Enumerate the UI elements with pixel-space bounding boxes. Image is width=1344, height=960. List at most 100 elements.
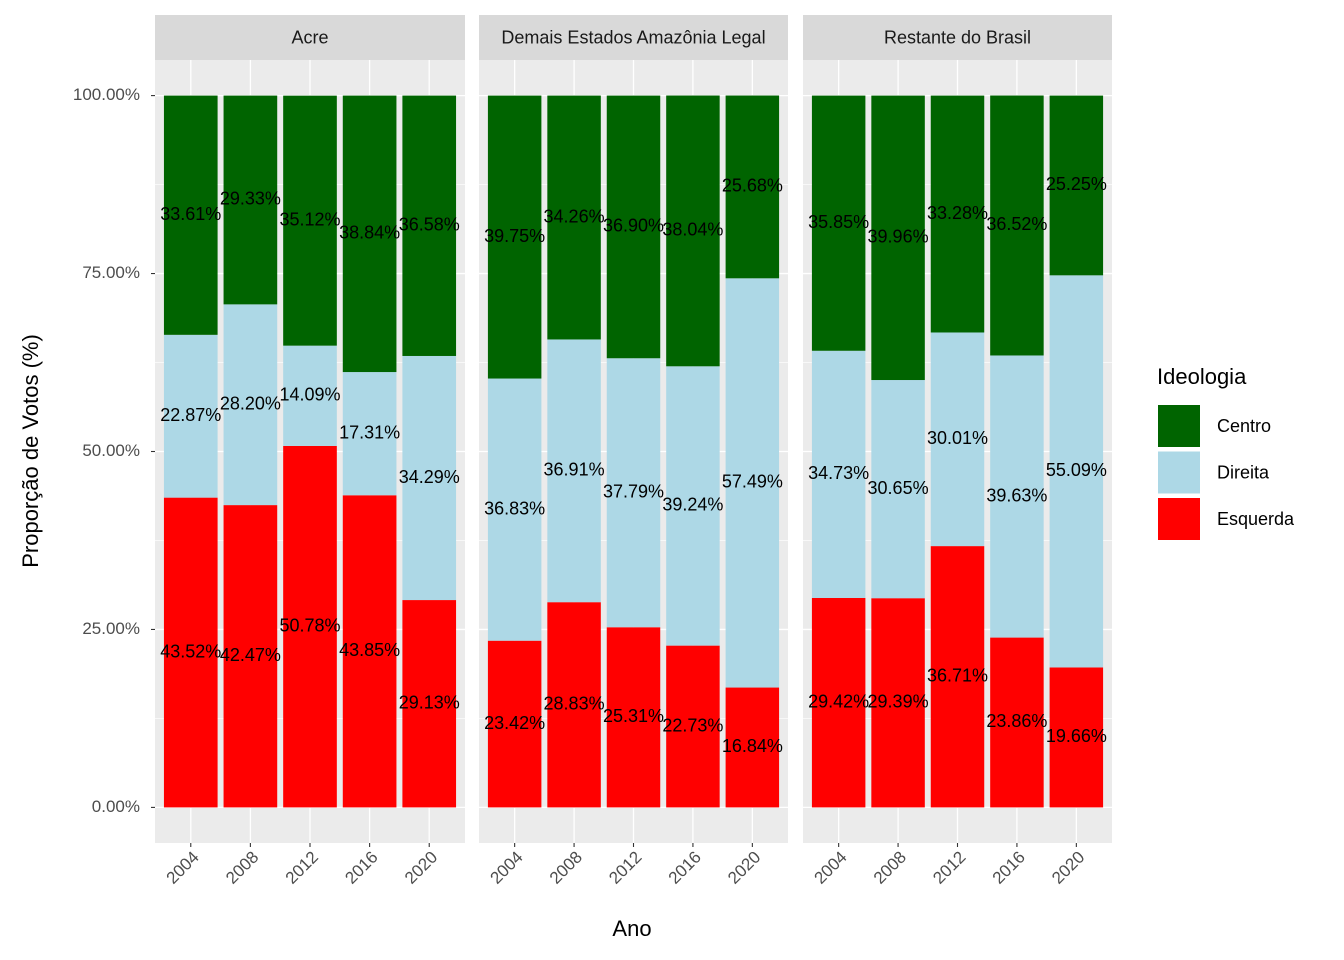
legend-key (1158, 498, 1200, 540)
data-label: 22.73% (662, 715, 723, 735)
data-label: 39.63% (986, 485, 1047, 505)
data-label: 36.90% (603, 216, 664, 236)
bar (606, 95, 661, 359)
bar (283, 445, 337, 808)
data-label: 25.25% (1046, 174, 1107, 194)
legend-label: Centro (1217, 416, 1271, 436)
bar (811, 350, 866, 598)
bar (223, 505, 278, 808)
bar (811, 95, 866, 351)
data-label: 25.31% (603, 706, 664, 726)
x-tick-label: 2016 (341, 848, 381, 888)
data-label: 33.28% (927, 203, 988, 223)
x-tick-label: 2004 (810, 848, 850, 888)
data-label: 29.39% (868, 692, 929, 712)
bar (163, 334, 218, 498)
data-label: 30.01% (927, 428, 988, 448)
facet-title: Acre (291, 27, 328, 47)
bar (547, 602, 601, 808)
bar (725, 95, 780, 279)
legend-label: Direita (1217, 462, 1270, 482)
bar (666, 645, 720, 808)
y-tick-label: 75.00% (82, 263, 140, 282)
bar (811, 597, 866, 808)
facet-title: Demais Estados Amazônia Legal (501, 27, 765, 47)
data-label: 23.42% (484, 713, 545, 733)
x-axis-title: Ano (612, 916, 651, 941)
bar (930, 332, 985, 547)
data-label: 33.61% (160, 204, 221, 224)
bar (871, 95, 925, 381)
strip (803, 15, 1112, 60)
x-tick-label: 2016 (665, 848, 705, 888)
bar (990, 355, 1044, 638)
bar (487, 95, 542, 379)
data-label: 25.68% (722, 176, 783, 196)
bar (342, 495, 397, 808)
bar (606, 627, 661, 808)
x-tick-label: 2008 (546, 848, 586, 888)
data-label: 36.52% (986, 214, 1047, 234)
data-label: 55.09% (1046, 460, 1107, 480)
data-label: 38.84% (339, 223, 400, 243)
data-label: 35.12% (279, 209, 340, 229)
x-tick-label: 2020 (724, 848, 764, 888)
bar (402, 355, 457, 601)
bar (487, 378, 542, 641)
data-label: 36.71% (927, 666, 988, 686)
data-label: 38.04% (662, 220, 723, 240)
bar (487, 640, 542, 808)
data-label: 17.31% (339, 422, 400, 442)
y-tick-label: 0.00% (92, 797, 140, 816)
y-tick-label: 25.00% (82, 619, 140, 638)
y-tick-label: 50.00% (82, 441, 140, 460)
bar (666, 95, 720, 367)
data-label: 29.13% (399, 692, 460, 712)
bar (547, 95, 601, 340)
data-label: 28.20% (220, 393, 281, 413)
bar (871, 598, 925, 808)
data-label: 29.33% (220, 189, 281, 209)
data-label: 43.85% (339, 640, 400, 660)
x-tick-label: 2020 (1048, 848, 1088, 888)
data-label: 29.42% (808, 691, 869, 711)
data-label: 22.87% (160, 405, 221, 425)
bar (1049, 275, 1104, 668)
data-label: 14.09% (279, 385, 340, 405)
bar (223, 95, 278, 305)
bar (163, 95, 218, 335)
strip (479, 15, 788, 60)
data-label: 34.26% (544, 206, 605, 226)
bar (930, 546, 985, 808)
x-tick-label: 2012 (282, 848, 322, 888)
bar (871, 380, 925, 599)
bar (930, 95, 985, 333)
data-label: 30.65% (868, 478, 929, 498)
legend-key (1158, 405, 1200, 447)
x-tick-label: 2008 (222, 848, 262, 888)
data-label: 19.66% (1046, 726, 1107, 746)
bar (1049, 95, 1104, 276)
bar (342, 95, 397, 373)
data-label: 39.75% (484, 226, 545, 246)
bar (725, 278, 780, 688)
legend-title: Ideologia (1157, 364, 1247, 389)
bar (342, 372, 397, 496)
y-axis-title: Proporção de Votos (%) (18, 334, 43, 568)
data-label: 37.79% (603, 481, 664, 501)
x-tick-label: 2020 (401, 848, 441, 888)
data-label: 36.91% (544, 460, 605, 480)
x-tick-label: 2004 (486, 848, 526, 888)
bar (606, 358, 661, 628)
data-label: 23.86% (986, 711, 1047, 731)
bar (402, 95, 457, 356)
bar (402, 600, 457, 808)
bar (1049, 667, 1104, 808)
data-label: 36.58% (399, 215, 460, 235)
legend-key (1158, 451, 1200, 494)
data-label: 39.24% (662, 495, 723, 515)
data-label: 57.49% (722, 472, 783, 492)
data-label: 34.73% (808, 463, 869, 483)
bar (666, 366, 720, 646)
